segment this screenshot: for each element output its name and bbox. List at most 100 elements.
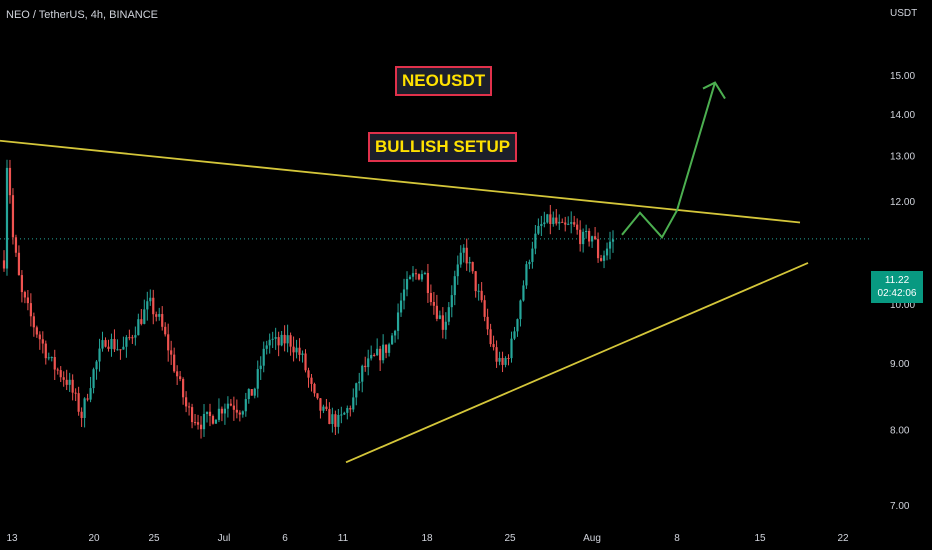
candle-body — [20, 275, 24, 293]
candle-body — [540, 224, 543, 226]
candle-body — [576, 224, 579, 230]
last-price-value: 11.22 — [884, 275, 910, 286]
candle-body — [301, 353, 304, 355]
candle-body — [170, 350, 173, 355]
x-tick-label: 20 — [88, 533, 100, 544]
candle-body — [226, 403, 229, 409]
candle-body — [340, 414, 343, 416]
candle-body — [92, 369, 95, 389]
price-axis[interactable]: 15.00 14.00 13.00 12.00 10.00 9.00 8.00 7.00 — [890, 71, 915, 512]
candle-body — [585, 230, 588, 232]
x-tick-label: 8 — [674, 533, 680, 544]
candle-body — [474, 271, 477, 292]
y-tick-label: 8.00 — [890, 426, 910, 437]
bullish-projection-arrow[interactable] — [621, 81, 726, 240]
symbol-title[interactable]: NEO / TetherUS, 4h, BINANCE — [6, 9, 159, 21]
candle-body — [504, 358, 507, 365]
y-tick-label: 13.00 — [890, 152, 915, 163]
candle-body — [56, 369, 59, 371]
candle-body — [447, 307, 450, 322]
candle-body — [53, 357, 56, 370]
x-tick-label: Jul — [218, 533, 231, 544]
candle-body — [596, 239, 600, 259]
candle-body — [256, 369, 259, 389]
candle-body — [104, 340, 107, 347]
candle-body — [98, 348, 101, 362]
candle-body — [567, 223, 570, 225]
candle-body — [399, 300, 403, 313]
x-tick-label: 13 — [6, 533, 18, 544]
candle-body — [605, 248, 609, 256]
candle-body — [423, 273, 427, 275]
candlestick-series — [2, 159, 615, 439]
candle-body — [328, 409, 331, 425]
candle-body — [122, 346, 125, 350]
candle-body — [331, 414, 334, 425]
candle-body — [244, 399, 247, 412]
candle-body — [214, 419, 218, 424]
setup-badge[interactable]: BULLISH SETUP — [368, 132, 518, 162]
candle-body — [408, 276, 412, 279]
candle-body — [420, 274, 424, 280]
candle-body — [611, 239, 615, 242]
candle-body — [534, 233, 537, 249]
candle-body — [35, 327, 38, 335]
bar-countdown: 02:42:06 — [877, 288, 917, 299]
candle-body — [283, 334, 286, 344]
candle-body — [47, 357, 50, 359]
candle-body — [435, 305, 438, 319]
candle-body — [310, 377, 313, 384]
candle-body — [185, 397, 188, 407]
x-tick-label: 15 — [754, 533, 766, 544]
time-axis[interactable]: 13 20 25 Jul 6 11 18 25 Aug 8 15 22 — [6, 533, 849, 544]
candle-body — [146, 301, 149, 310]
candle-body — [599, 258, 603, 261]
candle-body — [495, 347, 498, 362]
candle-body — [173, 354, 176, 372]
candle-body — [516, 319, 519, 332]
candle-body — [250, 389, 253, 396]
x-tick-label: 22 — [837, 533, 849, 544]
candle-body — [280, 334, 283, 346]
title-badge[interactable]: NEOUSDT — [395, 66, 493, 96]
candle-body — [483, 300, 486, 317]
candle-body — [376, 348, 379, 356]
candle-body — [77, 393, 80, 412]
candle-body — [370, 354, 373, 359]
candle-body — [241, 411, 244, 415]
resistance-trendline[interactable] — [0, 139, 801, 224]
candle-body — [187, 406, 191, 408]
candle-body — [253, 388, 256, 396]
candle-body — [205, 411, 209, 414]
candle-body — [501, 357, 504, 365]
candle-body — [564, 222, 567, 225]
candle-body — [316, 393, 319, 399]
candle-body — [456, 264, 459, 277]
candle-body — [265, 345, 268, 349]
candle-body — [450, 295, 453, 308]
candle-body — [158, 314, 161, 317]
support-trendline[interactable] — [345, 262, 809, 464]
candle-body — [405, 278, 409, 290]
candle-body — [137, 319, 140, 336]
candle-body — [131, 337, 134, 339]
candle-body — [292, 346, 295, 353]
x-tick-label: 25 — [148, 533, 160, 544]
candle-body — [59, 370, 62, 378]
candle-body — [101, 340, 104, 349]
candle-body — [593, 236, 597, 240]
candle-body — [602, 255, 606, 261]
candle-body — [558, 221, 561, 224]
candle-body — [519, 300, 522, 320]
candle-body — [468, 262, 471, 264]
candle-body — [295, 347, 298, 353]
candle-body — [247, 389, 250, 400]
candle-body — [459, 252, 462, 265]
candle-body — [17, 252, 21, 276]
candle-body — [385, 344, 388, 353]
candle-body — [119, 349, 122, 351]
candle-body — [211, 416, 215, 424]
candle-body — [152, 297, 155, 315]
candle-body — [271, 338, 274, 340]
